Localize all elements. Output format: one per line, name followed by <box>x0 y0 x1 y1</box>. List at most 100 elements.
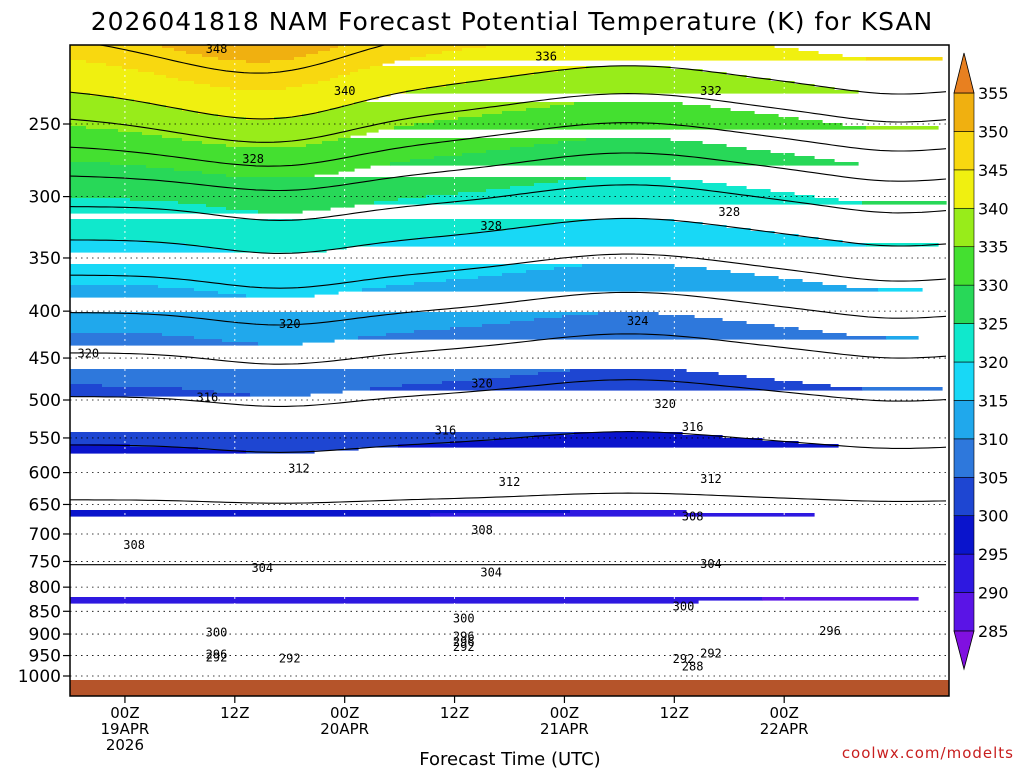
isentrope-label: 292 <box>279 651 301 665</box>
isentrope-label: 296 <box>453 635 475 649</box>
isentrope-label: 320 <box>77 347 99 361</box>
colorbar-tick-label: 330 <box>978 276 1009 295</box>
isentrope-label: 296 <box>819 624 841 638</box>
colorbar-tick-label: 285 <box>978 622 1009 641</box>
y-tick-label: 750 <box>29 552 61 572</box>
x-tick-label: 00Z <box>770 704 799 722</box>
isentrope-lines <box>70 45 947 566</box>
isentrope-label: 328 <box>242 152 264 166</box>
isentrope-label: 308 <box>682 510 704 524</box>
y-tick-label: 700 <box>29 525 61 545</box>
x-tick-label: 2026 <box>106 736 144 754</box>
isentrope-label: 304 <box>700 557 722 571</box>
y-tick-label: 650 <box>29 495 61 515</box>
isentrope-label: 300 <box>453 612 475 626</box>
isentrope-line <box>70 431 947 453</box>
colorbar-segment <box>953 361 975 401</box>
x-axis-label: Forecast Time (UTC) <box>419 749 600 768</box>
x-tick-label: 12Z <box>440 704 469 722</box>
colorbar-segment <box>953 131 975 171</box>
isentrope-label: 296 <box>453 629 475 643</box>
y-tick-label: 900 <box>29 625 61 645</box>
isentrope-line <box>70 152 947 192</box>
isentrope-line <box>70 291 947 326</box>
colorbar-tick-label: 305 <box>978 468 1009 487</box>
isentrope-line <box>96 45 387 74</box>
isentrope-line <box>70 253 947 289</box>
colorbar-tick-label: 345 <box>978 161 1009 180</box>
isentrope-line <box>70 379 947 407</box>
isentrope-label: 300 <box>673 600 695 614</box>
isentrope-label: 296 <box>206 648 228 662</box>
isentrope-label: 292 <box>453 640 475 654</box>
isentrope-line <box>70 122 947 167</box>
colorbar-tick-label: 355 <box>978 84 1009 103</box>
chart-title: 2026041818 NAM Forecast Potential Temper… <box>91 7 934 36</box>
isentrope-label: 320 <box>279 317 301 331</box>
colorbar-tick-label: 310 <box>978 430 1009 449</box>
isentrope-label: 332 <box>700 84 722 98</box>
isentrope-label: 328 <box>718 205 740 219</box>
surface-strip <box>70 680 949 696</box>
isentrope-line <box>70 492 947 504</box>
isentrope-label: 324 <box>627 314 649 328</box>
isentrope-labels: 2922922922922962962963003003003043043043… <box>77 42 841 674</box>
isentrope-label: 288 <box>682 660 704 674</box>
colorbar-max-arrow <box>953 52 975 94</box>
colorbar-segment <box>953 207 975 248</box>
x-tick-label: 12Z <box>220 704 249 722</box>
x-tick-label: 00Z <box>550 704 579 722</box>
colorbar: 285 290 295 300 305 310 315 320 325 330 335 340 345 3… <box>953 52 1009 671</box>
isentrope-label: 340 <box>334 84 356 98</box>
isentrope-label: 316 <box>682 420 704 434</box>
isentrope-line <box>70 184 947 221</box>
isentrope-label: 292 <box>206 651 228 665</box>
x-tick-label: 00Z <box>110 704 139 722</box>
y-tick-label: 400 <box>29 302 61 322</box>
isentrope-label: 328 <box>480 219 502 233</box>
x-tick-label: 20APR <box>320 720 369 738</box>
isentrope-label: 312 <box>700 472 722 486</box>
colorbar-tick-label: 315 <box>978 391 1009 410</box>
isentrope-label: 308 <box>471 523 493 537</box>
isentrope-label: 320 <box>654 397 676 411</box>
colorbar-min-arrow <box>953 630 975 671</box>
colorbar-segment <box>953 592 975 632</box>
isentrope-label: 300 <box>206 626 228 640</box>
isentrope-label: 316 <box>435 424 457 438</box>
isentrope-label: 336 <box>535 49 557 63</box>
isentrope-label: 304 <box>251 561 273 575</box>
isentrope-label: 320 <box>471 377 493 391</box>
y-tick-label: 300 <box>29 188 61 208</box>
isentrope-line <box>70 65 947 120</box>
isentrope-label: 316 <box>197 391 219 405</box>
grid-lines <box>70 45 949 696</box>
y-tick-label: 950 <box>29 647 61 667</box>
colorbar-tick-label: 340 <box>978 199 1009 218</box>
y-tick-label: 450 <box>29 349 61 369</box>
y-tick-label: 550 <box>29 429 61 449</box>
colorbar-segment <box>953 246 975 286</box>
plot-frame <box>69 44 950 697</box>
y-axis-ticks: 250 300 350 400 450 500 550 600 650 700 750 800 850 9… <box>18 115 70 687</box>
isentrope-line <box>70 217 947 254</box>
x-tick-label: 00Z <box>330 704 359 722</box>
colorbar-tick-label: 295 <box>978 545 1009 564</box>
colorbar-segment <box>953 92 975 132</box>
isentrope-label: 292 <box>700 646 722 660</box>
colorbar-segment <box>953 323 975 363</box>
colorbar-tick-label: 320 <box>978 353 1009 372</box>
colorbar-segment <box>953 438 975 478</box>
y-tick-label: 600 <box>29 464 61 484</box>
y-tick-label: 800 <box>29 578 61 598</box>
isentrope-label: 312 <box>288 462 310 476</box>
y-tick-label: 250 <box>29 115 61 135</box>
y-tick-label: 1000 <box>18 667 61 687</box>
credit-text: coolwx.com/modelts <box>842 744 1014 762</box>
colorbar-segment <box>953 284 975 324</box>
y-tick-label: 350 <box>29 249 61 269</box>
isentrope-label: 308 <box>123 538 145 552</box>
isentrope-line <box>70 333 947 365</box>
